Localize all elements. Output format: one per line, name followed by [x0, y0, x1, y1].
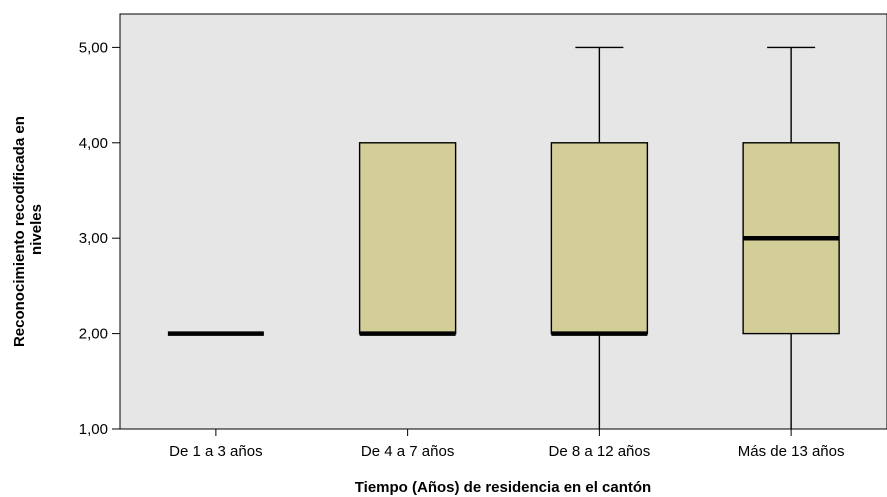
box-group	[358, 142, 457, 336]
x-tick-label: De 1 a 3 años	[169, 443, 262, 460]
y-tick-label: 4,00	[79, 135, 108, 152]
y-axis-title-line-1: Reconocimiento recodificada en	[11, 116, 28, 347]
y-tick-label: 5,00	[79, 39, 108, 56]
iqr-box	[550, 142, 649, 335]
y-axis-title: Reconocimiento recodificada en niveles	[11, 112, 45, 347]
iqr-box	[358, 142, 457, 335]
y-tick-label: 3,00	[79, 230, 108, 247]
x-tick-label: Más de 13 años	[738, 443, 845, 460]
x-tick-label: De 4 a 7 años	[361, 443, 454, 460]
box-group	[742, 46, 840, 429]
y-tick-label: 2,00	[79, 326, 108, 343]
y-axis: 1,00 2,00 3,00 4,00 5,00	[79, 39, 120, 438]
y-axis-title-line-2: niveles	[28, 204, 45, 255]
box-series	[167, 46, 840, 429]
box-group	[550, 46, 649, 429]
x-tick-label: De 8 a 12 años	[549, 443, 651, 460]
x-axis: De 1 a 3 años De 4 a 7 años De 8 a 12 años…	[169, 429, 845, 460]
y-tick-label: 1,00	[79, 421, 108, 438]
x-axis-title: Tiempo (Años) de residencia en el cantón	[355, 479, 651, 496]
